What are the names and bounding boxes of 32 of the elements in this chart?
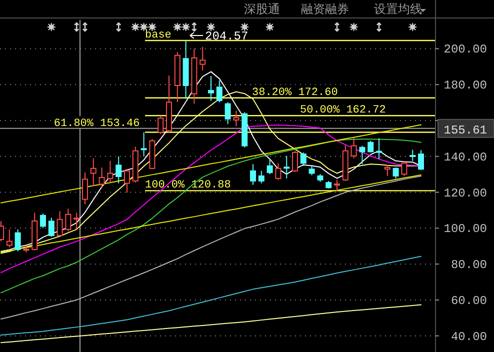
ref-line-label: base <box>145 30 172 42</box>
candlestick <box>90 158 96 186</box>
y-tick-label: 140.00 <box>444 150 487 164</box>
candlestick <box>166 74 172 133</box>
line-series <box>0 174 422 253</box>
candlestick <box>116 156 122 184</box>
line-series <box>0 304 422 344</box>
y-tick-label: 120.00 <box>444 186 487 200</box>
text: 设置均线 <box>374 2 422 16</box>
line-series <box>0 256 422 336</box>
text: 融资融券 <box>301 2 349 16</box>
ref-line-label: 38.20% 172.60 <box>252 86 338 99</box>
y-tick-label: 180.00 <box>444 78 487 93</box>
y-tick-label: 80.00 <box>450 258 487 272</box>
ref-line-label: 61.80% 153.46 <box>54 118 140 130</box>
candlestick <box>191 48 198 104</box>
line-series <box>0 176 422 320</box>
ref-line-label: 155.61 <box>444 123 487 138</box>
candlestick <box>182 40 189 100</box>
candlestick <box>140 132 147 157</box>
candlestick <box>208 75 214 102</box>
candlestick <box>74 212 80 230</box>
candlestick <box>284 155 290 179</box>
ref-line-label: 50.00% 162.72 <box>300 104 386 117</box>
y-tick-label: 60.00 <box>450 294 487 308</box>
y-tick-label: 200.00 <box>444 42 487 57</box>
y-tick-label: 100.00 <box>444 222 487 236</box>
annotation: 204.57 <box>205 30 248 44</box>
text: 深股通 <box>244 2 280 16</box>
line-series <box>0 138 422 294</box>
candlestick <box>200 46 206 71</box>
y-tick-label: 40.00 <box>450 330 487 344</box>
